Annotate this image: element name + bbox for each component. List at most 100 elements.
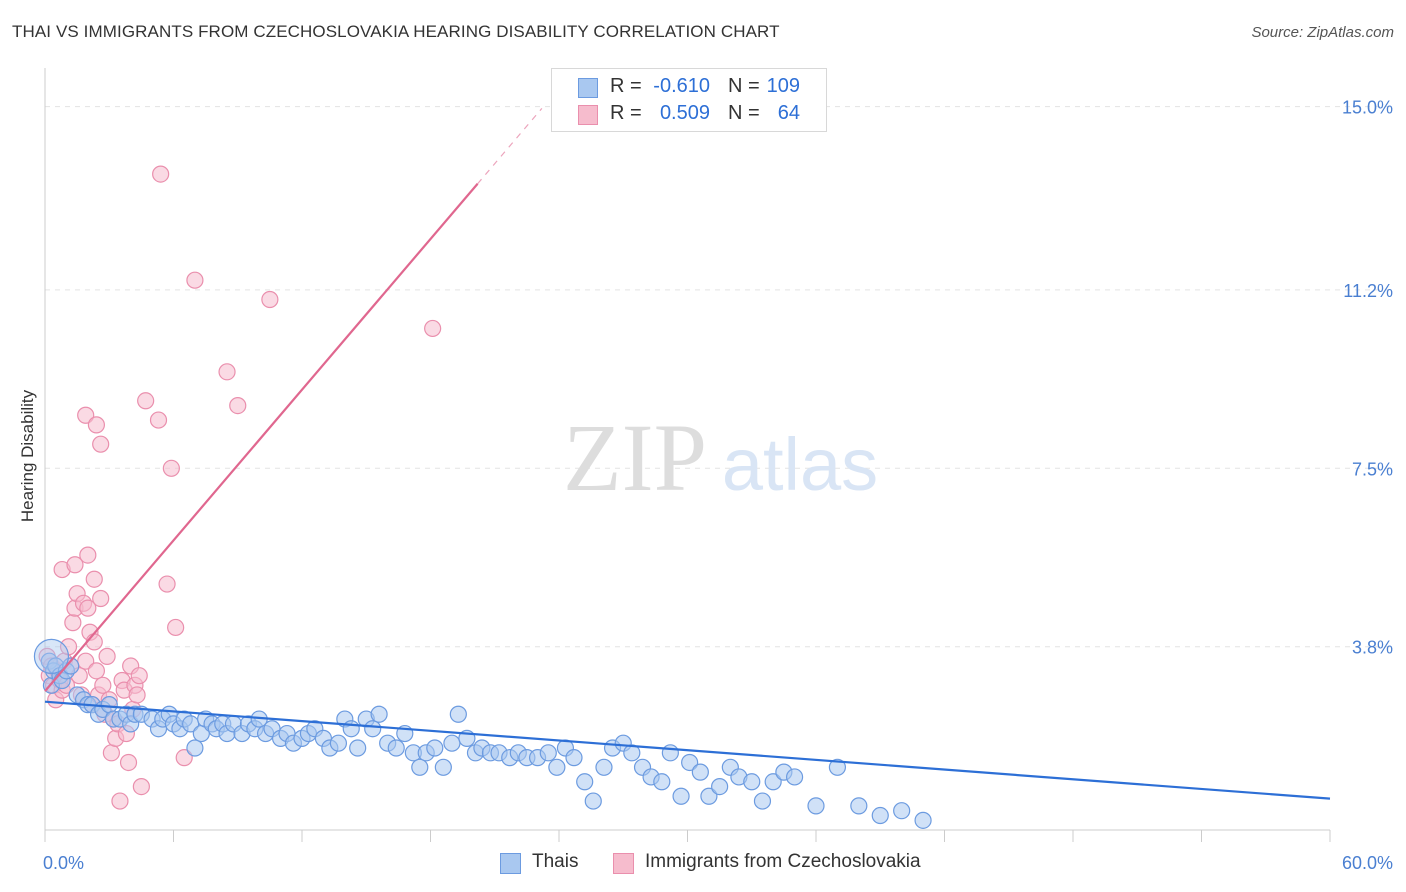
- point-thais: [186, 739, 204, 757]
- trendline-czech: [44, 183, 479, 692]
- point-thais: [700, 787, 718, 805]
- point-thais: [764, 773, 782, 791]
- point-thais: [785, 768, 804, 786]
- point-czech: [149, 411, 168, 429]
- point-thais: [62, 657, 80, 675]
- legend: Thais Immigrants from Czechoslovakia: [0, 851, 1406, 877]
- point-czech: [229, 396, 247, 415]
- point-thais: [850, 797, 868, 815]
- point-czech: [167, 618, 185, 637]
- point-thais: [370, 705, 388, 723]
- point-thais: [576, 773, 594, 791]
- point-czech: [158, 575, 176, 593]
- y-axis-label: Hearing Disability: [18, 389, 37, 522]
- point-thais: [753, 792, 772, 810]
- point-thais: [449, 705, 467, 723]
- point-thais: [672, 787, 690, 805]
- point-thais: [548, 758, 566, 776]
- watermark-zip: ZIP: [563, 404, 707, 511]
- point-czech: [130, 667, 148, 685]
- stats-r-label: R =: [610, 102, 642, 124]
- grid-lines: [45, 106, 1395, 648]
- watermark: ZIP atlas: [563, 404, 878, 511]
- point-czech: [261, 290, 279, 309]
- stats-swatch-czech: [578, 105, 598, 125]
- tick-labels: 3.8% 7.5% 11.2% 15.0% 0.0% 60.0%: [43, 98, 1393, 873]
- point-thais: [711, 777, 729, 796]
- point-czech: [111, 792, 129, 810]
- point-czech: [92, 435, 110, 453]
- stats-n-value: 64: [777, 102, 800, 124]
- point-czech: [94, 676, 112, 694]
- y-tick-label: 7.5%: [1352, 459, 1393, 479]
- point-thais: [595, 758, 613, 776]
- stats-r-value: -0.610: [653, 75, 710, 97]
- source-credit: Source: ZipAtlas.com: [1251, 24, 1394, 41]
- point-czech: [162, 459, 180, 477]
- point-thais: [565, 749, 583, 767]
- point-czech: [132, 777, 150, 796]
- point-czech: [98, 647, 116, 665]
- point-thais: [893, 802, 911, 820]
- point-czech: [119, 753, 138, 772]
- point-thais: [100, 696, 118, 714]
- point-czech: [186, 271, 204, 289]
- x-tick-label: 0.0%: [43, 853, 84, 873]
- stats-n-value: 109: [766, 75, 800, 97]
- point-thais: [342, 720, 360, 738]
- point-thais: [661, 744, 679, 762]
- watermark-atlas: atlas: [722, 423, 878, 506]
- point-thais: [681, 753, 699, 772]
- point-thais: [426, 739, 444, 757]
- trendlines: [44, 108, 1331, 800]
- point-czech: [77, 406, 95, 424]
- point-czech: [128, 686, 146, 704]
- y-tick-label: 3.8%: [1352, 638, 1393, 658]
- point-czech: [64, 614, 82, 632]
- x-tick-label: 60.0%: [1342, 853, 1393, 873]
- point-thais: [349, 739, 367, 757]
- point-thais: [387, 739, 405, 757]
- point-czech: [92, 589, 110, 608]
- point-thais: [443, 734, 461, 752]
- stats-box: R = -0.610 N = 109 R = 0.509 N = 64: [551, 68, 827, 132]
- point-thais: [691, 763, 709, 781]
- trendline-thais: [44, 700, 1331, 800]
- chart-title: THAI VS IMMIGRANTS FROM CZECHOSLOVAKIA H…: [12, 22, 780, 41]
- point-thais: [434, 758, 452, 776]
- legend-label: Immigrants from Czechoslovakia: [645, 851, 921, 872]
- point-czech: [152, 165, 170, 183]
- point-thais: [743, 773, 761, 791]
- stats-swatch-thais: [578, 78, 598, 98]
- point-thais: [584, 792, 602, 810]
- legend-label: Thais: [532, 851, 579, 872]
- stats-r-value: 0.509: [659, 102, 710, 124]
- point-thais: [653, 773, 671, 791]
- point-czech: [87, 416, 106, 434]
- point-thais: [329, 734, 348, 752]
- stats-n-label: N =: [728, 102, 760, 124]
- point-czech: [85, 633, 103, 651]
- point-thais: [411, 758, 429, 776]
- point-czech: [137, 392, 155, 410]
- point-thais: [623, 744, 641, 762]
- stats-r-label: R =: [610, 75, 642, 97]
- trendline-czech-extension: [477, 108, 543, 185]
- point-czech: [85, 570, 103, 588]
- axes: [44, 68, 1331, 842]
- point-thais: [828, 758, 847, 776]
- legend-swatch-czech: [613, 853, 634, 874]
- y-tick-label: 15.0%: [1342, 98, 1393, 118]
- point-thais: [364, 720, 382, 738]
- point-czech: [102, 744, 120, 762]
- point-czech: [218, 363, 236, 381]
- point-czech: [87, 662, 106, 680]
- point-thais: [871, 806, 889, 825]
- point-czech: [79, 546, 97, 564]
- y-tick-label: 11.2%: [1343, 281, 1393, 301]
- point-czech: [424, 319, 442, 338]
- point-thais: [539, 744, 557, 762]
- point-czech: [79, 599, 97, 617]
- point-czech: [66, 556, 84, 574]
